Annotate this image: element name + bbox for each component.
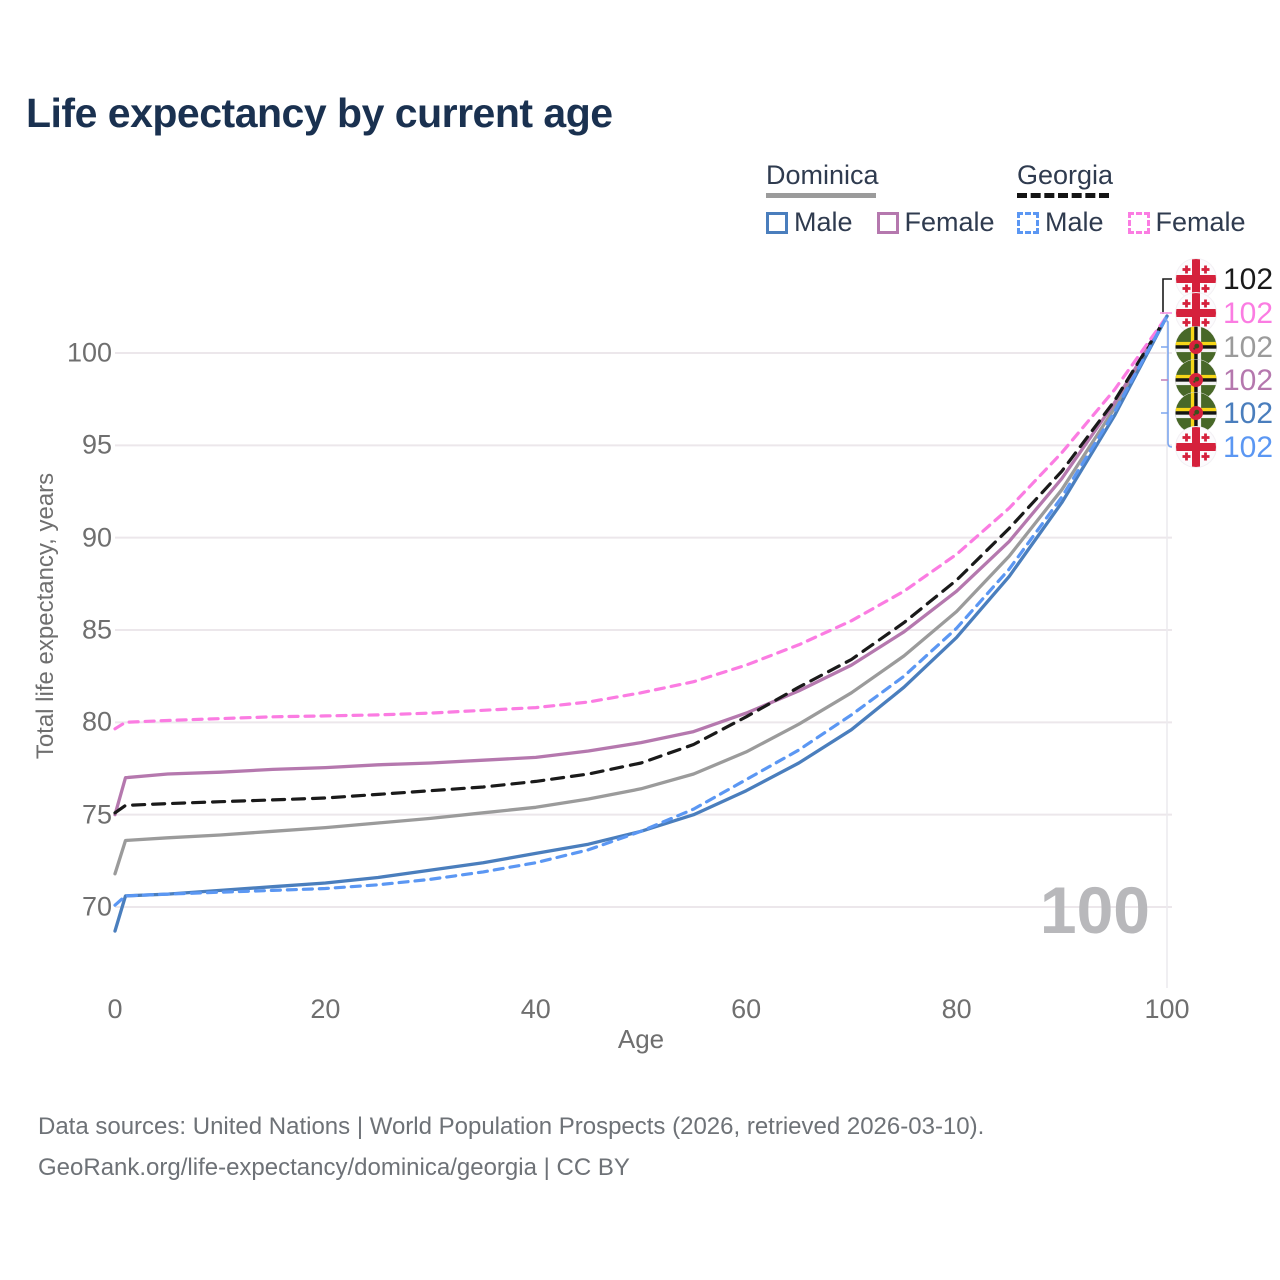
end-value-label: 102 — [1223, 263, 1273, 296]
legend-item-label: Male — [794, 207, 853, 237]
legend-item-dominica-male[interactable]: Male — [766, 207, 853, 238]
series-line-dominica-male — [113, 314, 1169, 933]
dominica-male-swatch-icon — [766, 211, 788, 234]
legend-item-label: Female — [904, 207, 995, 237]
footer-url-line: GeoRank.org/life-expectancy/dominica/geo… — [38, 1154, 630, 1181]
leader-ticks — [1161, 346, 1168, 414]
end-value-label: 102 — [1223, 397, 1273, 430]
end-label-dominica-female: 102 — [1175, 359, 1273, 401]
georgia-flag-icon — [1175, 426, 1217, 468]
end-value-label: 102 — [1223, 431, 1273, 464]
end-label-georgia-male: 102 — [1175, 426, 1273, 468]
y-tick-label-80: 80 — [81, 706, 112, 737]
y-tick-label-85: 85 — [81, 614, 112, 645]
georgia-female-swatch-icon — [1127, 211, 1150, 234]
end-value-label: 102 — [1223, 331, 1273, 364]
end-label-georgia-all: 102 — [1175, 258, 1273, 300]
x-tick-label-60: 60 — [731, 994, 762, 1024]
leader-bracket — [1163, 317, 1173, 448]
legend-item-dominica-female[interactable]: Female — [876, 207, 995, 238]
series-line-dominica-all — [113, 314, 1169, 876]
legend-header-georgia: Georgia — [1017, 160, 1114, 190]
georgia-flag-icon — [1175, 258, 1217, 300]
y-tick-label-100: 100 — [66, 337, 112, 368]
footer: Data sources: United Nations | World Pop… — [38, 1106, 984, 1188]
dominica-female-swatch-icon — [876, 211, 899, 234]
end-value-label: 102 — [1223, 297, 1273, 330]
x-tick-label-100: 100 — [1144, 994, 1190, 1024]
series-line-dominica-female — [113, 314, 1169, 817]
legend-item-georgia-male[interactable]: Male — [1017, 207, 1104, 238]
legend-item-label: Female — [1155, 207, 1246, 237]
legend-underline-dominica — [766, 193, 876, 198]
legend-group-georgia: Georgia Male Female — [1017, 160, 1270, 238]
y-tick-label-95: 95 — [81, 429, 112, 460]
page-title: Life expectancy by current age — [26, 90, 613, 136]
dominica-flag-icon — [1175, 359, 1217, 401]
y-tick-label-70: 70 — [81, 891, 112, 922]
x-tick-label-20: 20 — [310, 994, 341, 1024]
series-line-georgia-male — [113, 314, 1169, 907]
legend-item-label: Male — [1045, 207, 1104, 237]
series-line-georgia-all — [113, 314, 1169, 815]
x-tick-label-40: 40 — [520, 994, 551, 1024]
legend-underline-georgia — [1017, 193, 1109, 198]
y-axis-title: Total life expectancy, years — [32, 472, 59, 760]
end-value-label: 102 — [1223, 364, 1273, 397]
legend-header-dominica: Dominica — [766, 160, 879, 190]
series-line-georgia-female — [113, 314, 1169, 731]
footer-sources-line: Data sources: United Nations | World Pop… — [38, 1113, 985, 1140]
legend-group-dominica: Dominica Male Female — [766, 160, 1019, 238]
x-axis-title: Age — [617, 1024, 665, 1054]
y-tick-label-75: 75 — [81, 799, 112, 830]
leader-georgia-all — [1162, 278, 1172, 314]
georgia-male-swatch-icon — [1017, 211, 1039, 234]
legend-item-georgia-female[interactable]: Female — [1127, 207, 1246, 238]
age-indicator-watermark: 100 — [1039, 873, 1150, 947]
x-tick-label-80: 80 — [941, 994, 972, 1024]
x-tick-label-0: 0 — [107, 994, 123, 1024]
y-tick-label-90: 90 — [81, 522, 112, 553]
